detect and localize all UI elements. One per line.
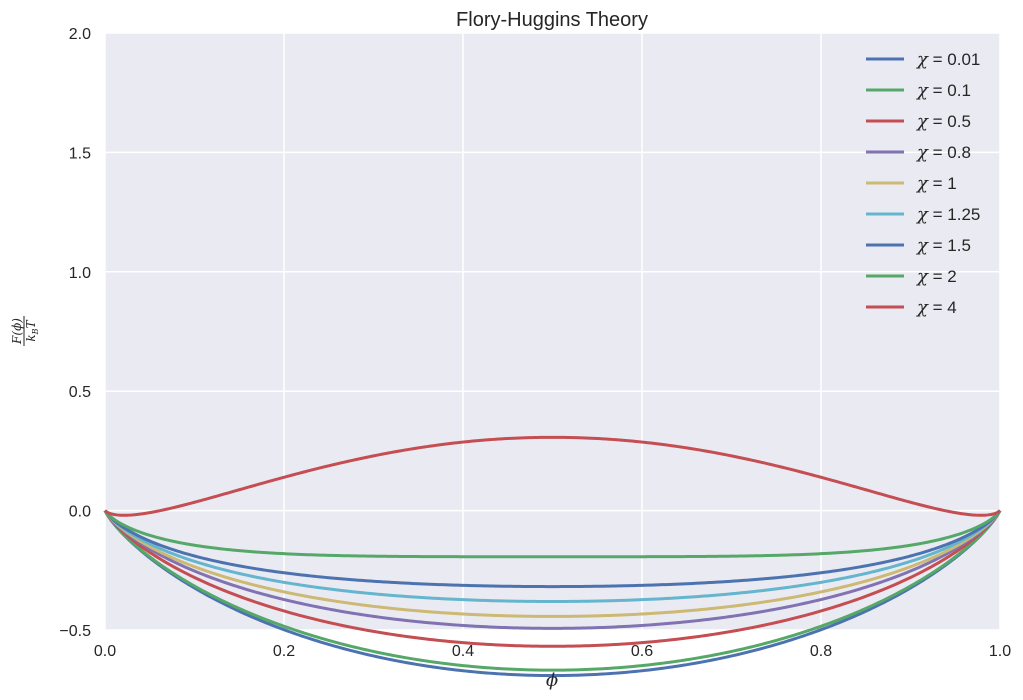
- series-line-2: [103, 509, 1002, 648]
- y-tick-label: −0.5: [59, 623, 91, 640]
- x-axis-label: ϕ: [546, 670, 558, 691]
- legend-chi-symbol: χ: [915, 80, 929, 101]
- y-tick-label: 0.0: [69, 504, 91, 521]
- legend-value: = 4: [928, 298, 957, 317]
- series-line-4: [103, 509, 1002, 618]
- y-tick-label: 1.5: [69, 145, 91, 162]
- legend-label: χ = 1.25: [915, 204, 980, 225]
- legend: χ = 0.01χ = 0.1χ = 0.5χ = 0.8χ = 1χ = 1.…: [866, 49, 980, 318]
- legend-chi-symbol: χ: [915, 297, 929, 318]
- y-axis-label-k: k: [24, 334, 38, 341]
- legend-value: = 0.01: [928, 50, 980, 69]
- legend-item: χ = 0.01: [866, 49, 980, 70]
- legend-label: χ = 0.8: [915, 142, 971, 163]
- y-axis-label-denominator: kBT: [24, 319, 40, 341]
- legend-value: = 1: [928, 174, 957, 193]
- series-line-6: [103, 509, 1002, 589]
- legend-label: χ = 0.1: [915, 80, 971, 101]
- series-lines: [103, 435, 1002, 678]
- legend-item: χ = 0.8: [866, 142, 971, 163]
- legend-value: = 1.25: [928, 205, 980, 224]
- legend-label: χ = 4: [915, 297, 957, 318]
- series-line-1: [103, 509, 1002, 672]
- legend-item: χ = 1.5: [866, 235, 971, 256]
- legend-chi-symbol: χ: [915, 49, 929, 70]
- legend-chi-symbol: χ: [915, 235, 929, 256]
- series-line-5: [103, 509, 1002, 603]
- y-tick-label: 2.0: [69, 26, 91, 43]
- legend-chi-symbol: χ: [915, 111, 929, 132]
- legend-item: χ = 0.1: [866, 80, 971, 101]
- legend-item: χ = 1.25: [866, 204, 980, 225]
- chart-title: Flory-Huggins Theory: [456, 9, 648, 31]
- y-axis-label-numerator: F(ϕ): [10, 318, 24, 345]
- y-axis-label-subscript: B: [31, 328, 40, 335]
- legend-label: χ = 2: [915, 266, 957, 287]
- legend-item: χ = 4: [866, 297, 957, 318]
- y-tick-label: 0.5: [69, 384, 91, 401]
- grid-lines: [104, 32, 1001, 631]
- legend-chi-symbol: χ: [915, 142, 929, 163]
- legend-value: = 0.8: [928, 143, 971, 162]
- legend-value: = 1.5: [928, 236, 971, 255]
- x-tick-label: 0.2: [273, 643, 295, 660]
- legend-label: χ = 0.01: [915, 49, 980, 70]
- legend-item: χ = 1: [866, 173, 957, 194]
- series-line-3: [103, 509, 1002, 630]
- y-axis-label: F(ϕ) kBT: [10, 316, 40, 346]
- y-axis-label-t: T: [24, 319, 38, 328]
- x-tick-label: 0.6: [631, 643, 653, 660]
- legend-chi-symbol: χ: [915, 204, 929, 225]
- legend-item: χ = 0.5: [866, 111, 971, 132]
- legend-chi-symbol: χ: [915, 173, 929, 194]
- x-tick-label: 0.4: [452, 643, 474, 660]
- x-tick-label: 0.8: [810, 643, 832, 660]
- legend-value: = 2: [928, 267, 957, 286]
- legend-value: = 0.1: [928, 81, 971, 100]
- series-line-0: [103, 509, 1002, 678]
- series-line-7: [103, 509, 1002, 559]
- series-line-8: [104, 435, 1001, 517]
- x-tick-labels: 0.0 0.2 0.4 0.6 0.8 1.0: [94, 643, 1011, 660]
- legend-value: = 0.5: [928, 112, 971, 131]
- legend-label: χ = 1: [915, 173, 957, 194]
- legend-chi-symbol: χ: [915, 266, 929, 287]
- y-tick-label: 1.0: [69, 265, 91, 282]
- x-tick-label: 0.0: [94, 643, 116, 660]
- legend-item: χ = 2: [866, 266, 957, 287]
- y-tick-labels: −0.5 0.0 0.5 1.0 1.5 2.0: [59, 26, 91, 640]
- legend-label: χ = 1.5: [915, 235, 971, 256]
- x-tick-label: 1.0: [989, 643, 1011, 660]
- plot-area: [105, 33, 1000, 630]
- legend-label: χ = 0.5: [915, 111, 971, 132]
